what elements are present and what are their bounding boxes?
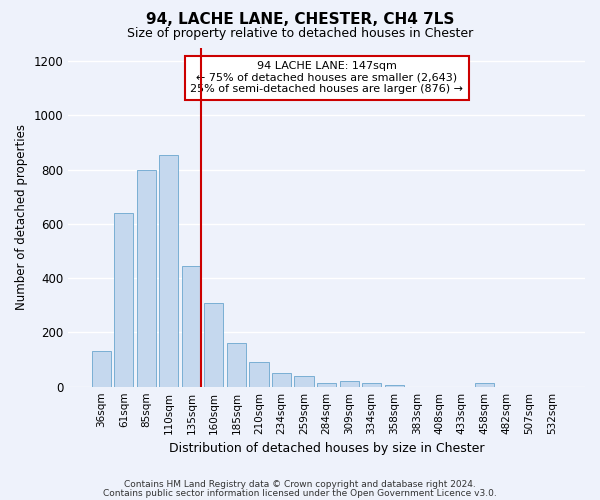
Bar xyxy=(205,302,223,386)
Bar xyxy=(250,362,269,386)
Bar xyxy=(317,382,336,386)
Bar xyxy=(340,382,359,386)
Y-axis label: Number of detached properties: Number of detached properties xyxy=(15,124,28,310)
Bar xyxy=(272,373,291,386)
Text: Size of property relative to detached houses in Chester: Size of property relative to detached ho… xyxy=(127,28,473,40)
X-axis label: Distribution of detached houses by size in Chester: Distribution of detached houses by size … xyxy=(169,442,484,455)
Bar xyxy=(137,170,156,386)
Bar xyxy=(475,384,494,386)
Bar xyxy=(362,384,381,386)
Bar xyxy=(159,154,178,386)
Text: 94, LACHE LANE, CHESTER, CH4 7LS: 94, LACHE LANE, CHESTER, CH4 7LS xyxy=(146,12,454,28)
Bar xyxy=(227,344,246,386)
Text: Contains public sector information licensed under the Open Government Licence v3: Contains public sector information licen… xyxy=(103,488,497,498)
Bar xyxy=(114,213,133,386)
Text: 94 LACHE LANE: 147sqm
← 75% of detached houses are smaller (2,643)
25% of semi-d: 94 LACHE LANE: 147sqm ← 75% of detached … xyxy=(190,61,463,94)
Bar xyxy=(182,266,201,386)
Text: Contains HM Land Registry data © Crown copyright and database right 2024.: Contains HM Land Registry data © Crown c… xyxy=(124,480,476,489)
Bar xyxy=(92,352,111,386)
Bar xyxy=(295,376,314,386)
